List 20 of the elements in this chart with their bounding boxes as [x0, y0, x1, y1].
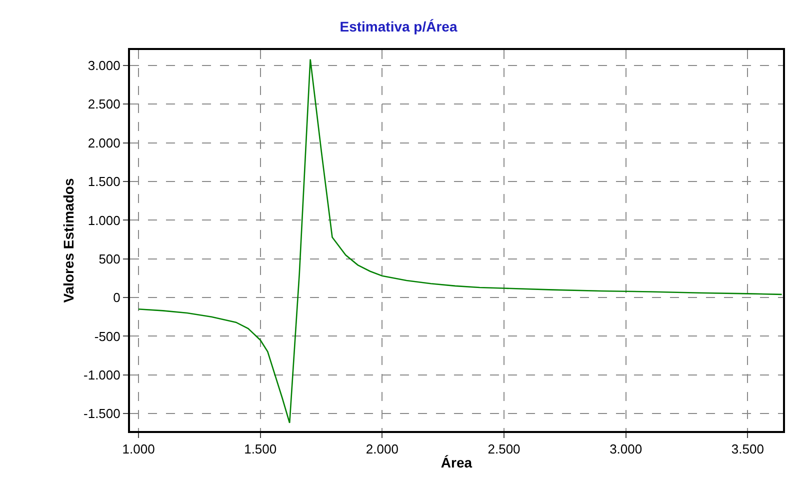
- y-tick-label: 2.500: [88, 96, 120, 112]
- y-tick-label: 3.000: [88, 58, 120, 74]
- y-tick-label: -500: [94, 328, 120, 344]
- x-axis-title: Área: [440, 454, 472, 470]
- chart-title: Estimativa p/Área: [340, 18, 458, 35]
- x-tick-label: 1.000: [122, 442, 155, 457]
- x-tick-label: 3.000: [610, 442, 642, 457]
- y-tick-label: -1.500: [84, 406, 120, 422]
- y-axis-title: Valores Estimados: [60, 178, 77, 303]
- y-tick-label: -1.000: [84, 367, 120, 382]
- y-tick-label: 500: [98, 251, 120, 266]
- y-tick-label: 2.000: [88, 135, 120, 150]
- y-tick-label: 1.000: [88, 212, 120, 228]
- x-tick-label: 3.500: [731, 442, 764, 457]
- x-tick-label: 2.500: [488, 442, 520, 457]
- x-tick-label: 1.500: [244, 442, 277, 457]
- y-tick-label: 0: [113, 290, 120, 306]
- x-tick-label: 2.000: [366, 442, 398, 457]
- y-tick-label: 1.500: [88, 174, 120, 190]
- line-series: [138, 58, 782, 424]
